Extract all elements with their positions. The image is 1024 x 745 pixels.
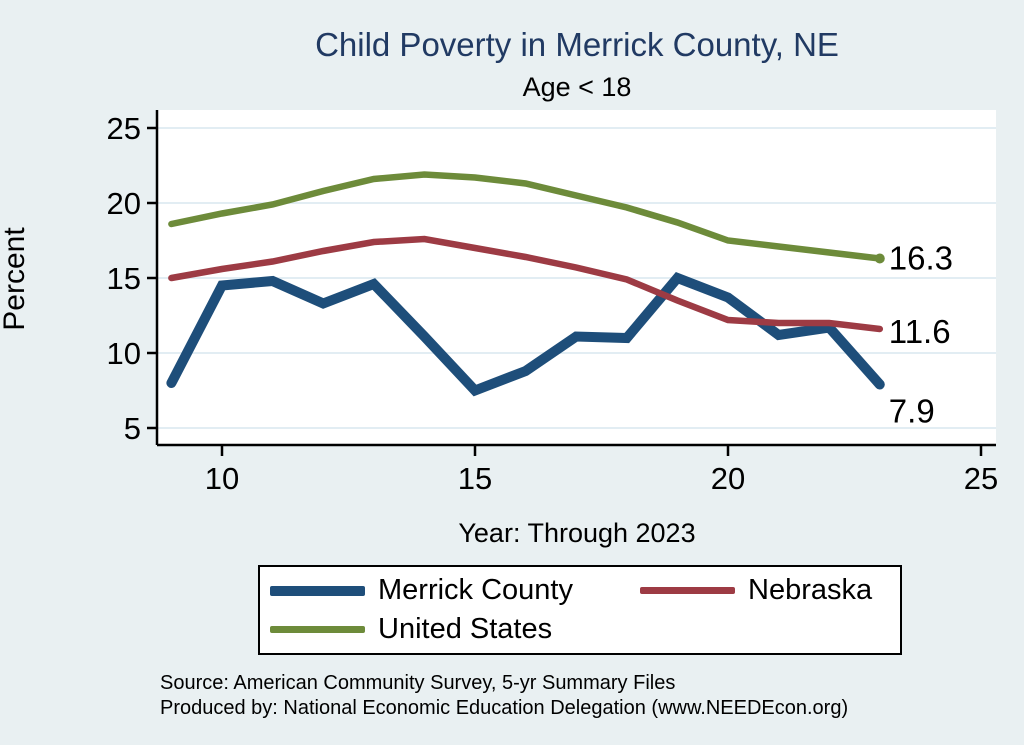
y-tick-label-15: 15 — [107, 261, 141, 296]
x-tick-label-10: 10 — [205, 461, 239, 496]
x-tick-label-20: 20 — [711, 461, 745, 496]
y-tick-label-25: 25 — [107, 111, 141, 146]
y-tick-label-10: 10 — [107, 336, 141, 371]
x-axis-title: Year: Through 2023 — [458, 518, 696, 548]
source-note: Source: American Community Survey, 5-yr … — [160, 671, 848, 721]
x-tick-label-15: 15 — [458, 461, 492, 496]
chart-title: Child Poverty in Merrick County, NE — [315, 26, 839, 63]
y-tick-label-5: 5 — [124, 411, 141, 446]
legend-swatch-merrick-county — [270, 585, 365, 596]
legend: Merrick County Nebraska United States — [258, 565, 902, 655]
legend-item-nebraska: Nebraska — [640, 576, 900, 605]
series-line-united-states — [168, 171, 884, 262]
legend-swatch-united-states — [270, 625, 365, 633]
series-line-nebraska — [168, 235, 884, 333]
legend-item-merrick-county: Merrick County — [270, 576, 640, 605]
source-line: Source: American Community Survey, 5-yr … — [160, 672, 676, 694]
chart-plot-area: 5 10 15 20 25 10 15 20 25 7.9 11.6 16.3 — [107, 110, 998, 496]
end-marker-united-states — [874, 253, 885, 264]
end-value-label-nebraska: 11.6 — [889, 313, 951, 350]
y-tick-label-20: 20 — [107, 186, 141, 221]
legend-label-united-states: United States — [378, 612, 553, 645]
produced-by-line: Produced by: National Economic Education… — [160, 697, 849, 719]
legend-label-nebraska: Nebraska — [748, 574, 873, 607]
legend-swatch-nebraska — [640, 587, 735, 595]
x-tick-label-25: 25 — [964, 461, 998, 496]
y-axis-title: Percent — [0, 227, 31, 331]
chart-subtitle: Age < 18 — [522, 72, 632, 102]
legend-label-merrick-county: Merrick County — [378, 574, 573, 607]
end-value-label-merrick-county: 7.9 — [889, 393, 935, 430]
legend-item-united-states: United States — [270, 612, 640, 645]
end-value-label-united-states: 16.3 — [889, 240, 953, 277]
